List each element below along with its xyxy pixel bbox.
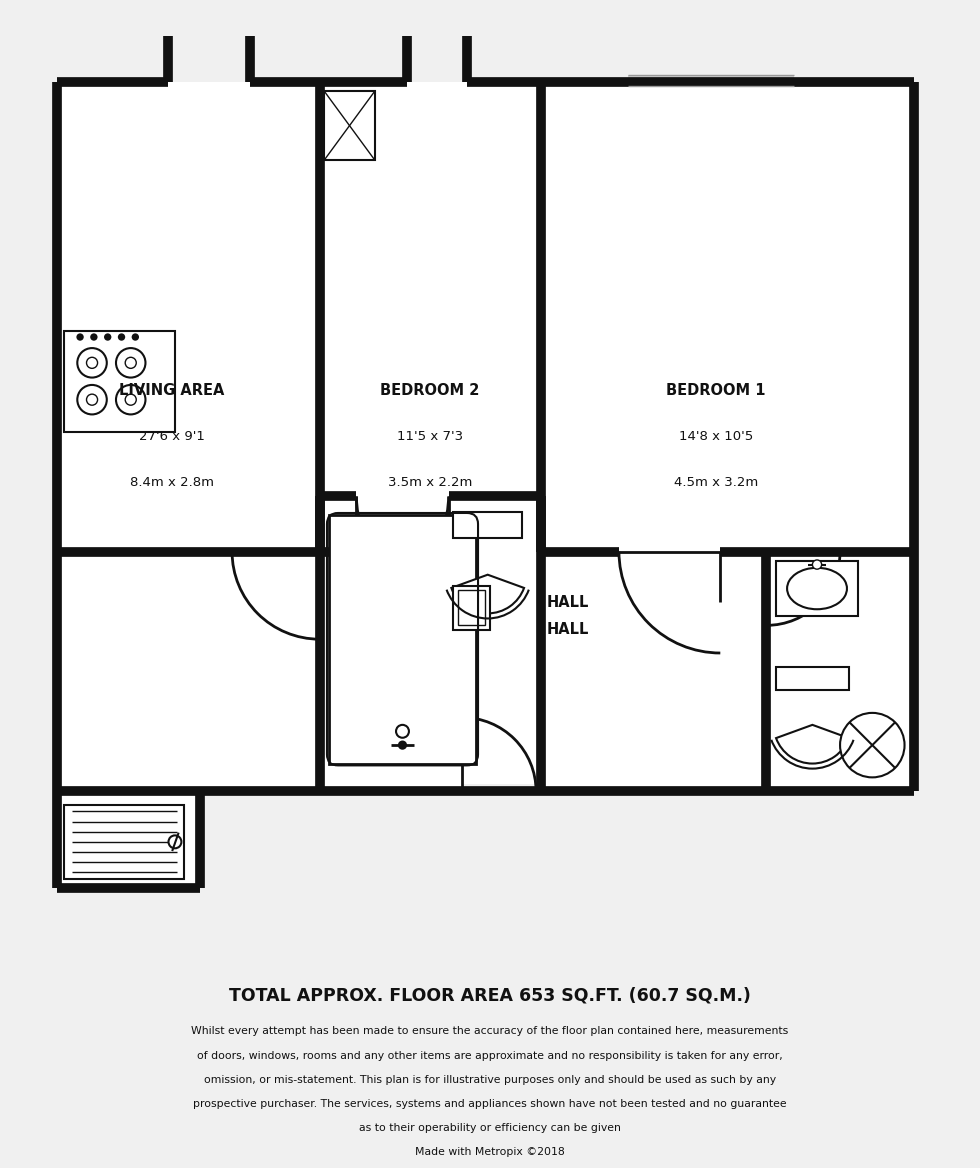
Circle shape (812, 559, 821, 569)
Text: HALL: HALL (547, 595, 590, 610)
Bar (463, 784, 536, 799)
Circle shape (169, 835, 181, 848)
Circle shape (118, 333, 125, 341)
Bar (453, 586, 490, 630)
Bar (57, 791, 200, 888)
Text: prospective purchaser. The services, systems and appliances shown have not been : prospective purchaser. The services, sys… (193, 1099, 787, 1108)
Bar (628, 76, 794, 86)
Bar (319, 496, 541, 791)
Bar (775, 667, 850, 690)
Circle shape (76, 333, 83, 341)
Wedge shape (452, 575, 524, 613)
Text: omission, or mis-statement. This plan is for illustrative purposes only and shou: omission, or mis-statement. This plan is… (204, 1075, 776, 1085)
Text: BEDROOM 2: BEDROOM 2 (380, 383, 480, 398)
Wedge shape (776, 725, 849, 764)
Text: of doors, windows, rooms and any other items are approximate and no responsibili: of doors, windows, rooms and any other i… (197, 1050, 783, 1061)
Bar (453, 512, 522, 537)
Text: as to their operability or efficiency can be given: as to their operability or efficiency ca… (359, 1124, 621, 1133)
Text: Whilst every attempt has been made to ensure the accuracy of the floor plan cont: Whilst every attempt has been made to en… (191, 1027, 789, 1036)
Circle shape (104, 333, 112, 341)
Text: 14'8 x 10'5: 14'8 x 10'5 (678, 430, 753, 443)
Bar (541, 82, 913, 551)
Text: TOTAL APPROX. FLOOR AREA 653 SQ.FT. (60.7 SQ.M.): TOTAL APPROX. FLOOR AREA 653 SQ.FT. (60.… (229, 987, 751, 1004)
Circle shape (398, 741, 407, 750)
Bar (319, 82, 541, 496)
Bar (328, 515, 476, 764)
Bar (541, 551, 913, 791)
Bar (324, 91, 374, 160)
Text: LIVING AREA: LIVING AREA (120, 383, 224, 398)
Text: HALL: HALL (547, 623, 590, 638)
Text: 11'5 x 7'3: 11'5 x 7'3 (397, 430, 464, 443)
Text: 8.4m x 2.8m: 8.4m x 2.8m (130, 477, 215, 489)
Text: Made with Metropix ©2018: Made with Metropix ©2018 (416, 1147, 564, 1157)
Text: 27'6 x 9'1: 27'6 x 9'1 (139, 430, 205, 443)
Text: BEDROOM 1: BEDROOM 1 (666, 383, 765, 398)
Circle shape (840, 712, 905, 778)
Bar (57, 82, 319, 791)
Text: 3.5m x 2.2m: 3.5m x 2.2m (388, 477, 472, 489)
Text: 4.5m x 3.2m: 4.5m x 3.2m (673, 477, 758, 489)
Circle shape (90, 333, 98, 341)
Bar (65, 331, 175, 432)
Bar (458, 590, 485, 625)
Circle shape (131, 333, 139, 341)
Bar (775, 561, 858, 617)
Bar (65, 805, 184, 878)
